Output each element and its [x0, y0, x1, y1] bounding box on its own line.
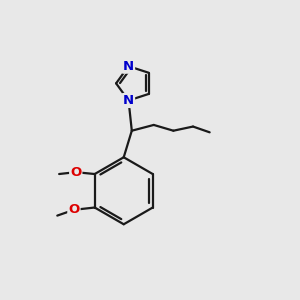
Text: O: O: [68, 203, 80, 216]
Text: O: O: [70, 166, 81, 179]
Text: N: N: [123, 94, 134, 107]
Text: N: N: [123, 60, 134, 73]
